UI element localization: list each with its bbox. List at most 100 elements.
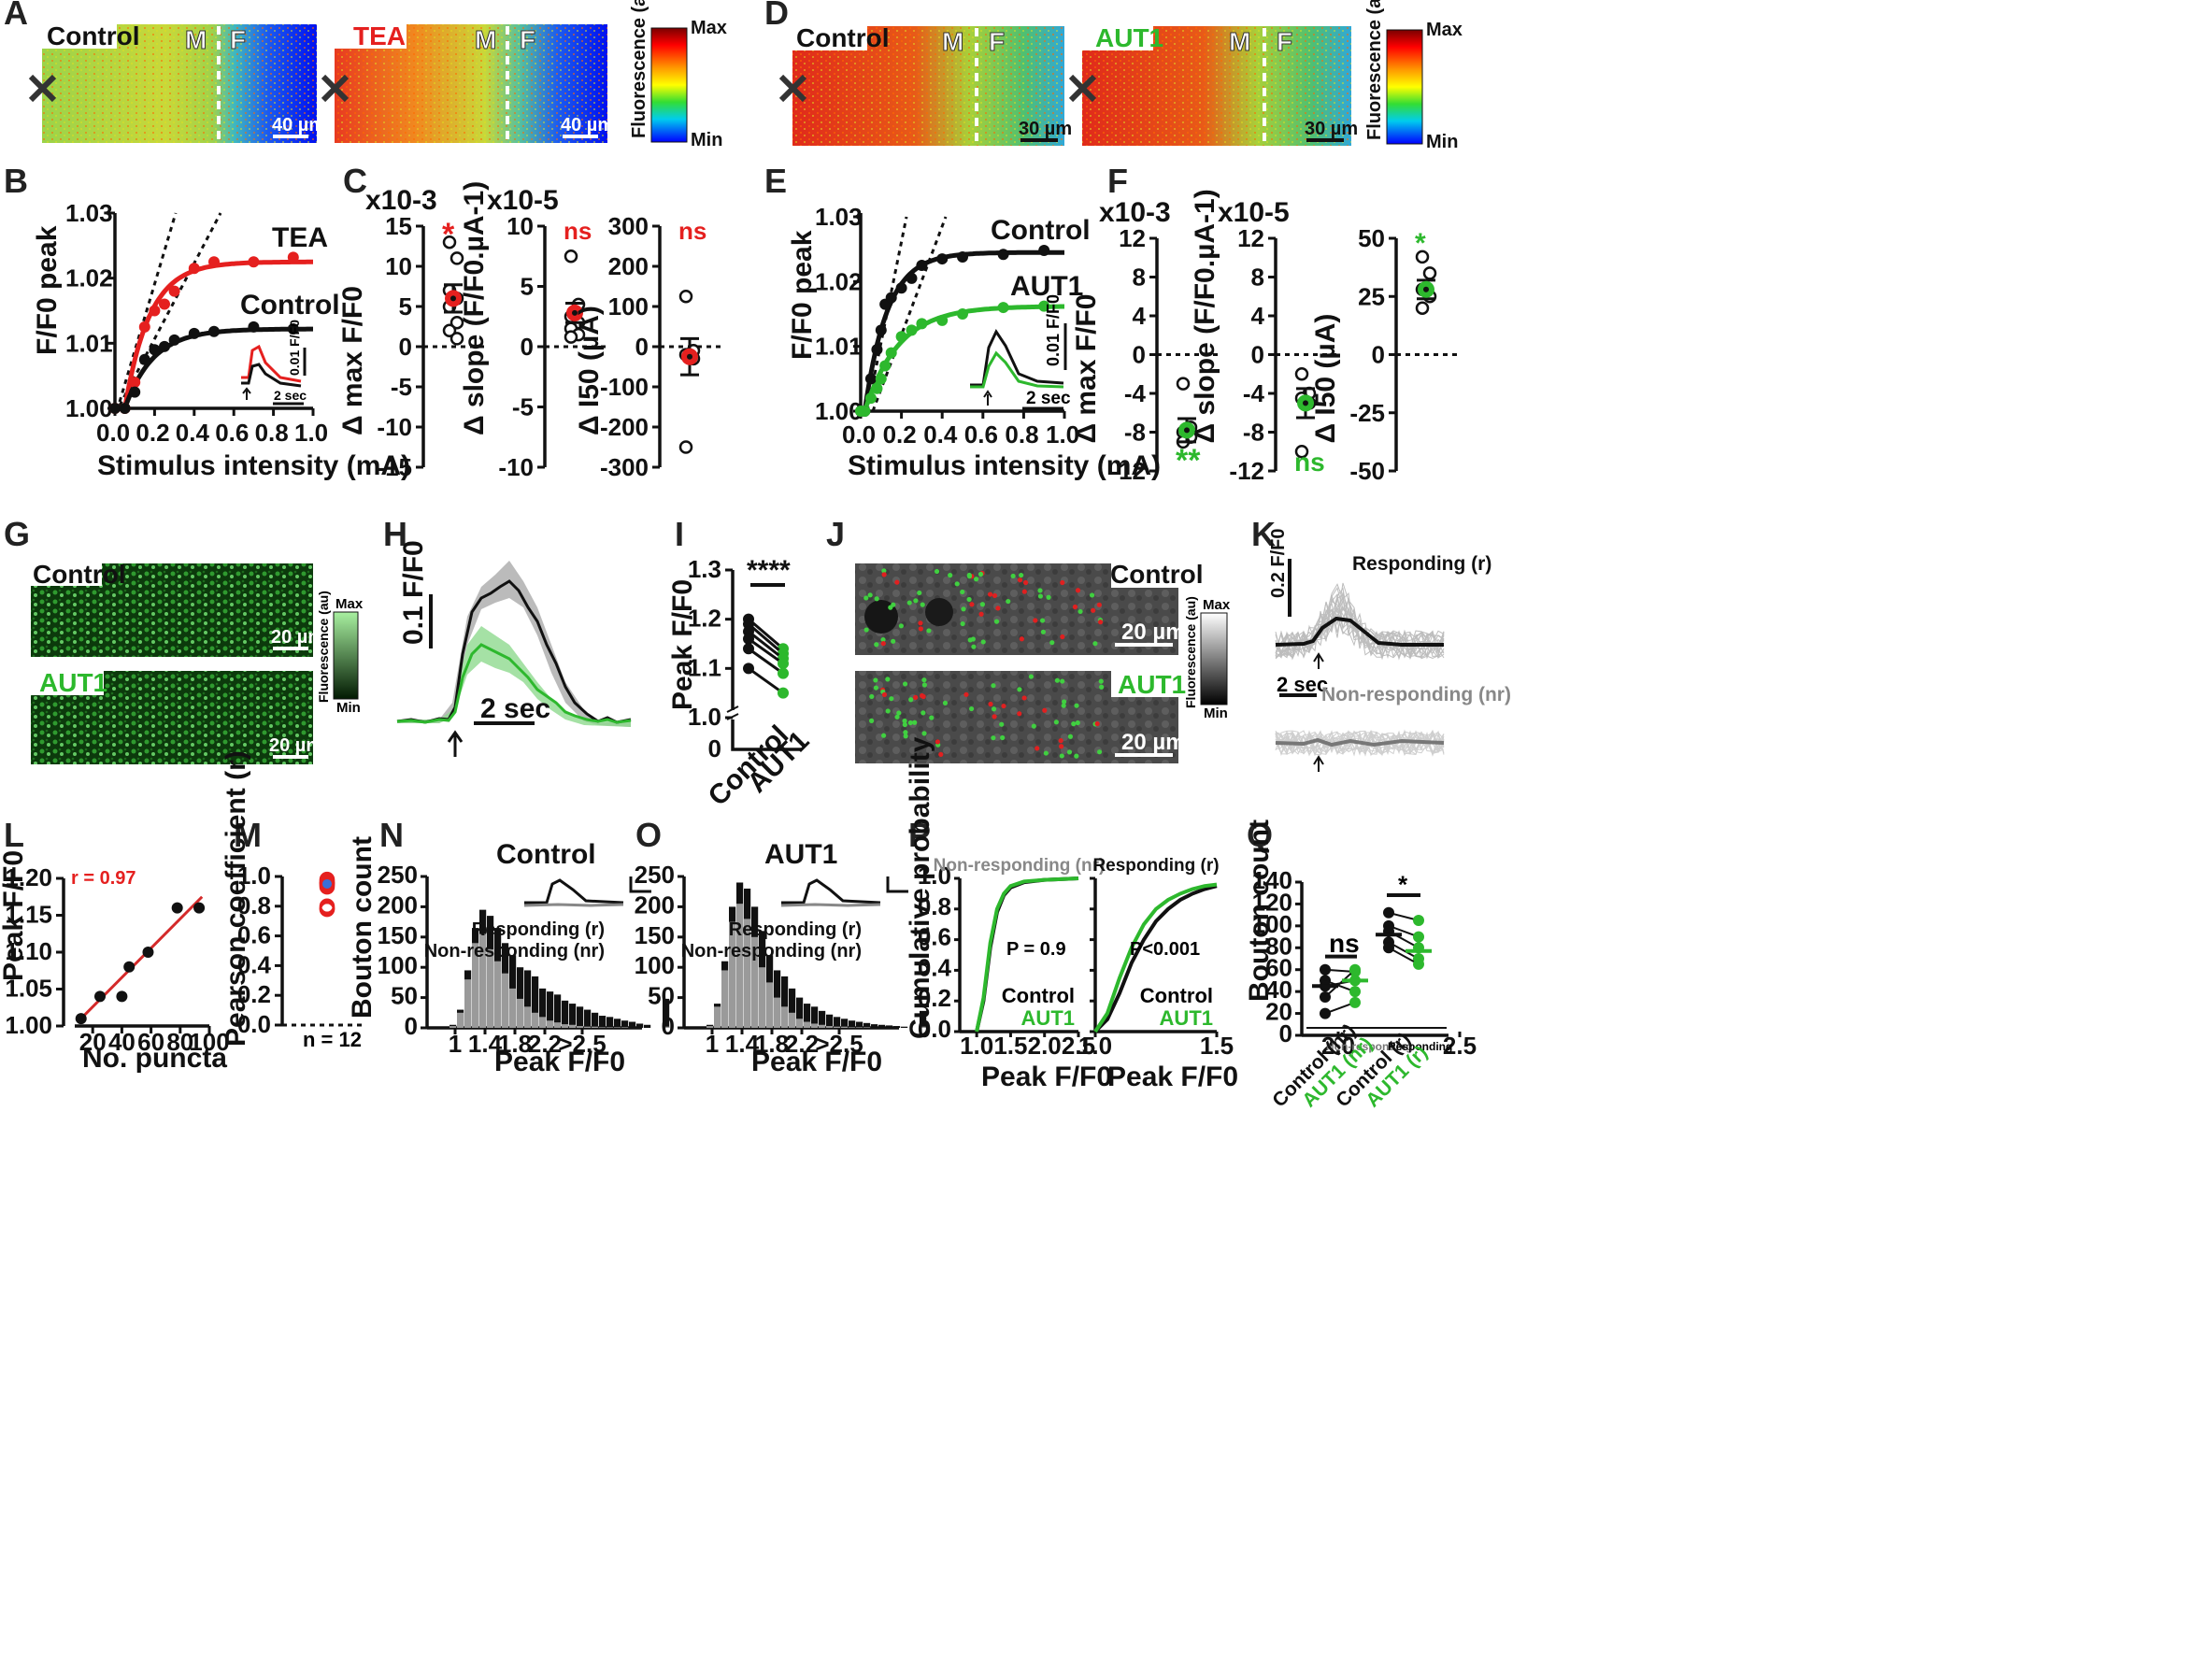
panel-e-point-aut1 (859, 406, 871, 417)
P-r-pvalue: P<0.001 (1130, 939, 1200, 960)
N-bar-responding (532, 976, 539, 1028)
panel-b-xtick-label: 0.2 (136, 419, 169, 447)
delta-ytick-label: 10 (507, 212, 534, 240)
bouton-dot (1059, 744, 1064, 749)
panel-e-point-aut1 (895, 331, 907, 343)
delta-significance: ns (678, 217, 706, 245)
panel-e-xtick-label: 1.0 (1046, 420, 1079, 449)
panel-k-bg-trace-r (1275, 587, 1445, 657)
panel-h-traces: 0.1 F/F0 2 sec (396, 540, 632, 757)
panel-l-r-value: r = 0.97 (71, 868, 136, 889)
panel-q-ytick-label: 140 (1252, 866, 1292, 894)
panel-k-bg-trace-nr (1275, 730, 1445, 757)
N-xtick-label: 1.8 (498, 1030, 532, 1058)
delta-ytick-label: 200 (608, 252, 649, 280)
panel-b-point-tea (188, 263, 200, 275)
O-bar-responding (901, 1026, 908, 1028)
O-bar-responding (863, 1022, 871, 1028)
panel-e-point-aut1 (879, 360, 892, 372)
delta-ytick-label: 5 (399, 292, 412, 321)
P-r-curve-control (1093, 884, 1218, 1033)
panel-g-scale-bottom: 20 µm (269, 735, 322, 756)
panel-e-point-control (864, 373, 877, 385)
O-bar-responding (796, 997, 804, 1028)
N-xtick-label: >2.5 (558, 1030, 606, 1058)
stimulus-arrow-icon (1313, 652, 1324, 669)
panel-q-pair-line (1324, 968, 1356, 998)
panel-q-point-aut1 (1413, 958, 1424, 970)
panel-l-point (75, 1013, 87, 1025)
N-bar-responding (663, 998, 670, 1028)
delta-ytick-label: 300 (608, 212, 649, 240)
panel-m-chart: Pearson coefficient (r) n = 12 1.00.80.6… (221, 750, 364, 1051)
panel-e-chart: F/F0 peak Stimulus intensity (mA) 1.001.… (787, 203, 1161, 481)
N-bar-responding (584, 1009, 592, 1028)
O-bar-nonresponding (863, 1027, 871, 1028)
bouton-dot (873, 677, 878, 683)
bouton-dot (992, 592, 998, 599)
O-xtick-label: 1.8 (755, 1030, 789, 1058)
P-nr-legend-aut1: AUT1 (1021, 1006, 1075, 1030)
stimulus-x-icon (321, 74, 350, 103)
panel-i-ytick-label: 1.1 (688, 653, 721, 681)
N-bar-nonresponding (502, 973, 509, 1028)
delta-ytick-label: -15 (377, 453, 412, 481)
panel-e-point-aut1 (875, 373, 887, 385)
panel-label-d: D (764, 0, 789, 32)
O-bar-nonresponding (849, 1027, 856, 1028)
panel-b-point-tea (208, 256, 220, 268)
N-bar-nonresponding (494, 961, 502, 1028)
delta-point (442, 235, 457, 249)
N-bar-nonresponding (532, 1012, 539, 1028)
delta-ytick-label: -4 (1243, 379, 1265, 407)
panel-label-j: J (826, 515, 845, 553)
bouton-dot (912, 720, 918, 725)
panel-b-xtick-label: 0.6 (215, 419, 249, 447)
delta-ytick-label: -8 (1124, 419, 1146, 447)
bouton-dot (1042, 707, 1048, 713)
panel-b-point-control (129, 386, 141, 398)
heatmap-tea: TEA M F 40 µm (321, 21, 614, 143)
panel-h-scale-y: 0.1 F/F0 (398, 540, 429, 645)
panel-m-ytick-label: 0.8 (237, 891, 271, 919)
panel-b-point-control (119, 403, 131, 414)
bouton-dot (978, 611, 984, 617)
bouton-dot (1061, 703, 1066, 708)
P-nr-curve-aut1 (975, 876, 1079, 1033)
N-bar-responding (614, 1019, 621, 1028)
O-ytick-label: 250 (635, 861, 675, 889)
panel-i-pair-line (748, 648, 784, 675)
bouton-dot (1049, 640, 1055, 646)
heatmap-d-f-marker: F (989, 27, 1005, 56)
bouton-dot (880, 733, 887, 738)
O-xtick-label: 1.4 (725, 1030, 760, 1058)
delta-exponent: x10-5 (1218, 197, 1290, 228)
panel-l-xlabel: No. puncta (82, 1043, 227, 1074)
panel-k-scale-y: 0.2 F/F0 (1268, 529, 1289, 598)
panel-k-bg-trace-r (1275, 583, 1445, 661)
panel-b-point-tea (149, 305, 161, 317)
panel-e-point-control (895, 282, 907, 294)
scale-bar-d: 30 µm (1019, 119, 1072, 139)
O-bar-nonresponding (736, 904, 744, 1028)
panel-e-point-aut1 (916, 318, 928, 330)
panel-b-xtick-label: 0.0 (96, 419, 130, 447)
bouton-dot (1021, 695, 1027, 701)
delta-ytick-label: 12 (1119, 224, 1146, 252)
N-ylabel: Bouton count (347, 836, 378, 1019)
panel-b-point-control (188, 327, 200, 339)
panel-e-point-control (885, 292, 897, 304)
O-bar-responding (841, 1019, 849, 1028)
panel-b-ytick-label: 1.00 (65, 394, 113, 422)
bouton-dot (971, 644, 977, 649)
bouton-dot (987, 591, 993, 597)
delta-ylabel: Δ slope (F/F0.µA-1) (1190, 189, 1220, 443)
delta-ytick-label: -12 (1110, 457, 1146, 485)
panel-e-ylabel: F/F0 peak (787, 230, 818, 360)
scale-bar-d2: 30 µm (1305, 119, 1358, 139)
panel-l-ytick-label: 1.15 (5, 901, 52, 929)
O-xlabel: Peak F/F0 (751, 1047, 882, 1077)
bouton-dot (902, 681, 908, 687)
bouton-dot (1054, 677, 1060, 683)
bouton-dot (1062, 699, 1067, 705)
